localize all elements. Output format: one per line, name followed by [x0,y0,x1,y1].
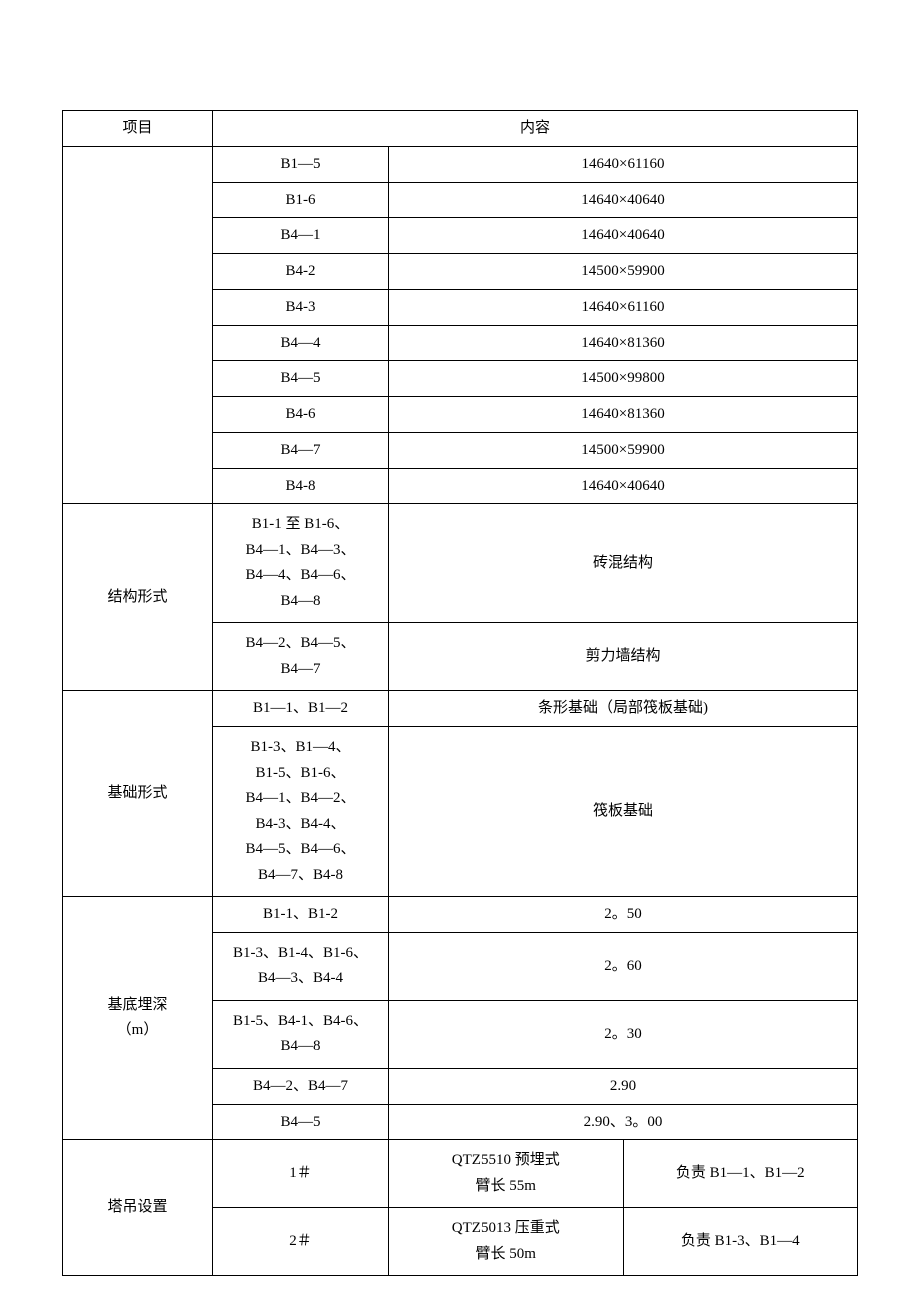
dim-label: B4-3 [213,289,389,325]
crane-spec: QTZ5510 预埋式臂长 55m [389,1140,624,1208]
crane-resp: 负责 B1—1、B1—2 [623,1140,858,1208]
depth-value: 2.90、3。00 [389,1104,858,1140]
header-content: 内容 [213,111,858,147]
crane-spec: QTZ5013 压重式臂长 50m [389,1208,624,1276]
dim-value: 14640×40640 [389,182,858,218]
dim-label: B1—5 [213,146,389,182]
dim-value: 14640×81360 [389,397,858,433]
dim-value: 14500×99800 [389,361,858,397]
depth-label: B1-3、B1-4、B1-6、B4—3、B4-4 [213,932,389,1000]
depth-label: B1-1、B1-2 [213,897,389,933]
foundation-row: 基础形式 B1—1、B1—2 条形基础（局部筏板基础) [63,691,858,727]
dim-value: 14640×81360 [389,325,858,361]
structure-label: B4—2、B4—5、B4—7 [213,623,389,691]
foundation-label: B1-3、B1—4、B1-5、B1-6、B4—1、B4—2、B4-3、B4-4、… [213,727,389,897]
structure-row: 结构形式 B1-1 至 B1-6、B4—1、B4—3、B4—4、B4—6、B4—… [63,504,858,623]
crane-title: 塔吊设置 [63,1140,213,1276]
foundation-label: B1—1、B1—2 [213,691,389,727]
dim-value: 14640×40640 [389,218,858,254]
foundation-title: 基础形式 [63,691,213,897]
dim-value: 14640×61160 [389,146,858,182]
header-row: 项目 内容 [63,111,858,147]
dim-value: 14640×40640 [389,468,858,504]
depth-value: 2。30 [389,1000,858,1068]
dim-label: B4—4 [213,325,389,361]
spec-table: 项目 内容 B1—5 14640×61160 B1-6 14640×40640 … [62,110,858,1276]
depth-row: 基底埋深（m） B1-1、B1-2 2。50 [63,897,858,933]
dim-value: 14500×59900 [389,432,858,468]
depth-value: 2。60 [389,932,858,1000]
dim-label: B4-8 [213,468,389,504]
dim-row: B1—5 14640×61160 [63,146,858,182]
structure-value: 剪力墙结构 [389,623,858,691]
dim-category-blank [63,146,213,504]
dim-label: B4—1 [213,218,389,254]
depth-title: 基底埋深（m） [63,897,213,1140]
crane-num: 2＃ [213,1208,389,1276]
structure-value: 砖混结构 [389,504,858,623]
depth-value: 2。50 [389,897,858,933]
depth-label: B1-5、B4-1、B4-6、B4—8 [213,1000,389,1068]
foundation-value: 筏板基础 [389,727,858,897]
structure-label: B1-1 至 B1-6、B4—1、B4—3、B4—4、B4—6、B4—8 [213,504,389,623]
dim-value: 14640×61160 [389,289,858,325]
header-project: 项目 [63,111,213,147]
dim-label: B4—7 [213,432,389,468]
dim-label: B4-6 [213,397,389,433]
dim-label: B4-2 [213,254,389,290]
depth-label: B4—2、B4—7 [213,1068,389,1104]
dim-label: B1-6 [213,182,389,218]
depth-label: B4—5 [213,1104,389,1140]
crane-row: 塔吊设置 1＃ QTZ5510 预埋式臂长 55m 负责 B1—1、B1—2 [63,1140,858,1208]
depth-value: 2.90 [389,1068,858,1104]
crane-resp: 负责 B1-3、B1—4 [623,1208,858,1276]
crane-num: 1＃ [213,1140,389,1208]
dim-label: B4—5 [213,361,389,397]
foundation-value: 条形基础（局部筏板基础) [389,691,858,727]
dim-value: 14500×59900 [389,254,858,290]
structure-title: 结构形式 [63,504,213,691]
